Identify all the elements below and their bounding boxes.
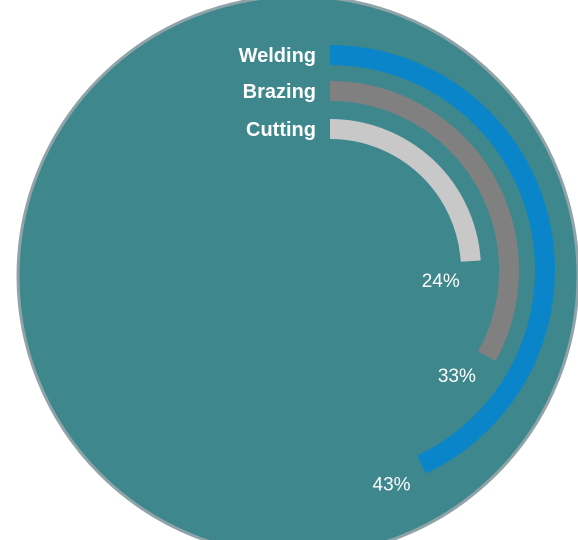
value-label-welding: 43% bbox=[373, 475, 411, 496]
category-label-cutting: Cutting bbox=[246, 119, 316, 141]
category-label-brazing: Brazing bbox=[243, 81, 316, 103]
bar-cutting bbox=[329, 119, 481, 262]
value-label-cutting: 24% bbox=[422, 271, 460, 292]
bar-brazing bbox=[329, 81, 519, 362]
value-label-brazing: 33% bbox=[438, 366, 476, 387]
bar-welding bbox=[329, 45, 555, 474]
category-label-welding: Welding bbox=[239, 45, 316, 67]
